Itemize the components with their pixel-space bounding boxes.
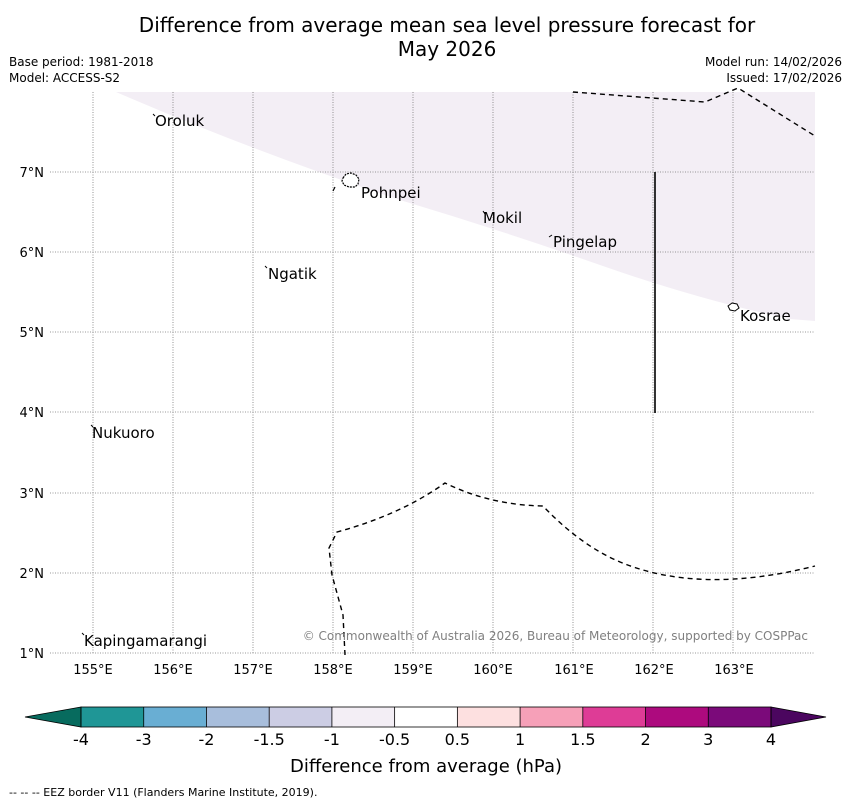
- colorbar-segment-10: [708, 707, 772, 727]
- place-label-pingelap: Pingelap: [553, 233, 617, 251]
- colorbar-tick-label: -2: [198, 730, 214, 749]
- meta-right: Model run: 14/02/2026 Issued: 17/02/2026: [705, 54, 842, 86]
- colorbar-segment-9: [645, 707, 709, 727]
- colorbar-segment-3: [269, 707, 333, 727]
- colorbar-tick-label: 3: [703, 730, 713, 749]
- eez-border-south: [328, 482, 816, 656]
- pingelap-marker: [548, 234, 553, 238]
- lat-label-6n: 6°N: [20, 246, 45, 261]
- pressure-anomaly-region: [116, 92, 815, 321]
- lon-label-161e: 161°E: [554, 663, 594, 678]
- eez-footer-note: -- -- -- EEZ border V11 (Flanders Marine…: [9, 786, 318, 799]
- place-label-mokil: Mokil: [483, 209, 522, 227]
- copyright-notice: © Commonwealth of Australia 2026, Bureau…: [303, 629, 808, 643]
- eez-border-fragment: [332, 186, 336, 192]
- lat-label-2n: 2°N: [20, 567, 45, 582]
- base-period: Base period: 1981-2018: [9, 55, 154, 69]
- colorbar-segment-1: [143, 707, 207, 727]
- meta-left: Base period: 1981-2018 Model: ACCESS-S2: [9, 54, 154, 86]
- oroluk-marker: [152, 113, 156, 117]
- colorbar-segment-8: [582, 707, 647, 727]
- colorbar-tick-label: -3: [136, 730, 152, 749]
- kapingamarangi-marker: [81, 632, 85, 636]
- mokil-marker: [482, 210, 486, 215]
- colorbar-tick-label: 1.5: [570, 730, 595, 749]
- place-label-kosrae: Kosrae: [740, 307, 791, 325]
- lon-label-157e: 157°E: [233, 663, 273, 678]
- place-label-oroluk: Oroluk: [155, 112, 204, 130]
- lon-label-162e: 162°E: [634, 663, 674, 678]
- colorbar-tick-label: -0.5: [379, 730, 410, 749]
- colorbar-tick-label: 4: [766, 730, 776, 749]
- kosrae-island: [727, 302, 740, 312]
- title-line-1: Difference from average mean sea level p…: [138, 13, 756, 37]
- colorbar: -4 -3 -2 -1.5 -1 -0.5 0.5 1 1.5 2 3 4: [24, 706, 827, 749]
- colorbar-tick-label: -1.5: [254, 730, 285, 749]
- colorbar-segment-6: [457, 707, 521, 727]
- lon-label-160e: 160°E: [473, 663, 513, 678]
- lon-label-159e: 159°E: [393, 663, 433, 678]
- colorbar-title: Difference from average (hPa): [290, 756, 562, 777]
- colorbar-under-arrow: [24, 706, 82, 728]
- lon-label-155e: 155°E: [73, 663, 113, 678]
- eez-borders: [328, 87, 816, 656]
- lat-label-4n: 4°N: [20, 406, 45, 421]
- place-label-pohnpei: Pohnpei: [361, 184, 421, 202]
- ngatik-marker: [264, 265, 268, 269]
- lat-label-5n: 5°N: [20, 326, 45, 341]
- colorbar-tick-label: 0.5: [445, 730, 470, 749]
- lat-label-1n: 1°N: [20, 647, 45, 662]
- pohnpei-island: [341, 172, 360, 188]
- island-markers: [81, 113, 553, 636]
- colorbar-segment-5: [394, 707, 458, 727]
- title-line-2: May 2026: [397, 37, 497, 61]
- place-label-kapingamarangi: Kapingamarangi: [84, 632, 207, 650]
- place-label-nukuoro: Nukuoro: [92, 424, 155, 442]
- place-label-ngatik: Ngatik: [268, 265, 317, 283]
- colorbar-tick-label: -1: [324, 730, 340, 749]
- colorbar-tick-label: 2: [640, 730, 650, 749]
- colorbar-tick-label: -4: [73, 730, 89, 749]
- colorbar-over-arrow: [770, 706, 827, 728]
- colorbar-segment-7: [520, 707, 584, 727]
- chart-title: Difference from average mean sea level p…: [0, 13, 850, 61]
- issued-date: Issued: 17/02/2026: [726, 71, 842, 85]
- nukuoro-marker: [90, 424, 94, 428]
- colorbar-tick-label: 1: [515, 730, 525, 749]
- eez-border-north: [572, 87, 816, 137]
- colorbar-segment-0: [81, 707, 145, 727]
- lat-label-3n: 3°N: [20, 487, 45, 502]
- colorbar-segment-2: [206, 707, 270, 727]
- gridlines: [50, 92, 815, 654]
- lon-label-163e: 163°E: [714, 663, 754, 678]
- lon-label-158e: 158°E: [313, 663, 353, 678]
- lat-label-7n: 7°N: [20, 166, 45, 181]
- model-name: Model: ACCESS-S2: [9, 71, 121, 85]
- lon-label-156e: 156°E: [153, 663, 193, 678]
- model-run: Model run: 14/02/2026: [704, 55, 842, 69]
- colorbar-segment-4: [331, 707, 396, 727]
